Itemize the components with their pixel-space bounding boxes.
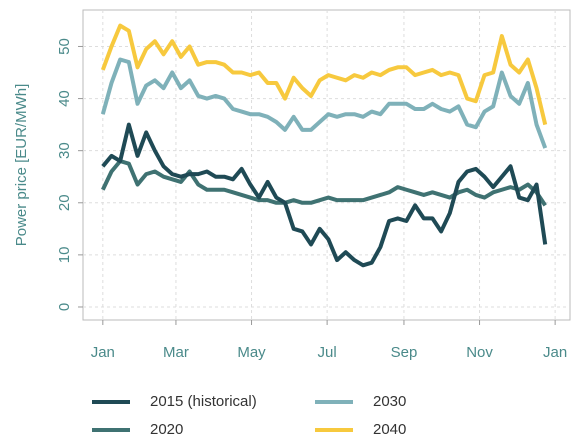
x-tick-label: Mar	[163, 344, 189, 361]
y-axis-label: Power price [EUR/MWh]	[13, 84, 30, 247]
y-tick-label: 0	[56, 303, 73, 311]
x-tick-label: Nov	[466, 344, 493, 361]
plot-frame	[82, 9, 571, 321]
line	[101, 122, 548, 268]
legend-label: 2015 (historical)	[150, 393, 257, 410]
line	[100, 57, 548, 149]
x-tick-label: Sep	[391, 344, 418, 361]
legend-label: 2020	[150, 421, 183, 436]
y-tick-label: 50	[56, 38, 73, 55]
line	[101, 159, 547, 207]
x-tick-label: Jan	[543, 344, 567, 361]
x-tick-label: May	[237, 344, 266, 361]
legend-label: 2040	[373, 421, 406, 436]
y-tick-label: 30	[56, 142, 73, 159]
line	[100, 23, 548, 126]
y-tick-label: 20	[56, 194, 73, 211]
legend-label: 2030	[373, 393, 406, 410]
y-tick-label: 10	[56, 247, 73, 264]
x-tick-label: Jul	[318, 344, 337, 361]
x-tick-label: Jan	[91, 344, 115, 361]
y-tick-label: 40	[56, 90, 73, 107]
